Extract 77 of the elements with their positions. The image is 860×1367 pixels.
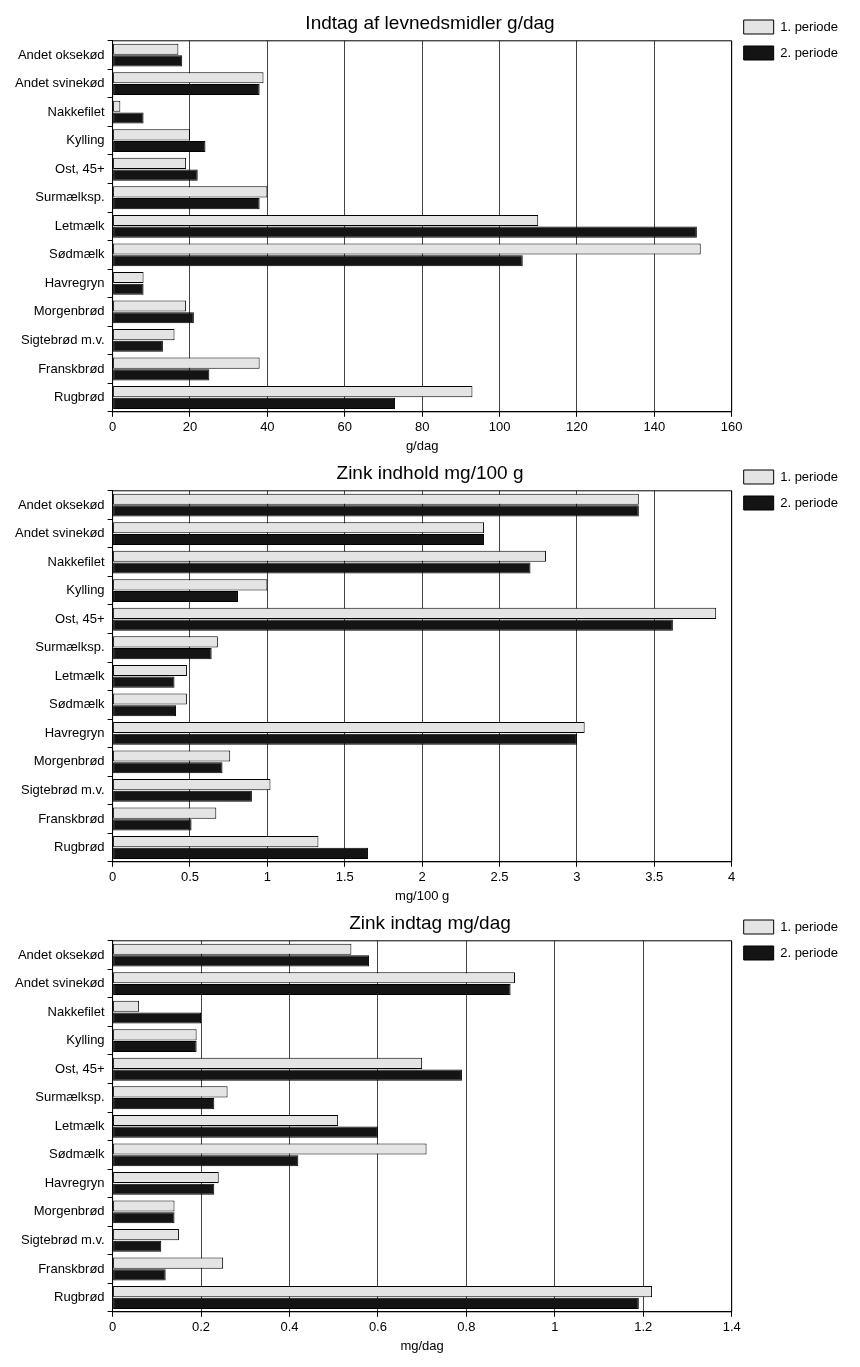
y-tick-label: Ost, 45+ — [55, 160, 105, 176]
x-axis-title: mg/100 g — [395, 887, 450, 903]
chart-title: Zink indtag mg/dag — [349, 911, 511, 933]
y-tick-label: Havregryn — [44, 274, 105, 290]
x-tick-label: 3 — [573, 869, 581, 885]
x-tick-label: 160 — [720, 419, 743, 435]
chart-title: Indtag af levnedsmidler g/dag — [305, 11, 555, 33]
y-tick-label: Surmælksp. — [35, 189, 105, 205]
y-tick-label: Andet svinekød — [14, 75, 105, 91]
x-tick-label: 1.4 — [722, 1319, 741, 1335]
x-axis-title: g/dag — [405, 437, 439, 453]
y-tick-label: Surmælksp. — [35, 639, 105, 655]
y-tick-label: Havregryn — [44, 1174, 105, 1190]
x-tick-label: 40 — [260, 419, 275, 435]
x-tick-label: 1.5 — [335, 869, 354, 885]
x-tick-label: 60 — [337, 419, 352, 435]
x-tick-label: 0 — [108, 1319, 117, 1335]
y-tick-label: Morgenbrød — [33, 303, 105, 319]
chart-title: Zink indhold mg/100 g — [336, 461, 524, 483]
legend-label: 1. periode — [780, 18, 839, 34]
x-tick-label: 20 — [182, 419, 198, 435]
y-tick-label: Rugbrød — [54, 389, 105, 405]
y-tick-label: Nakkefilet — [47, 1003, 105, 1019]
y-tick-label: Sødmælk — [48, 696, 106, 712]
y-tick-label: Andet svinekød — [14, 525, 105, 541]
x-tick-label: 100 — [488, 419, 511, 435]
y-tick-label: Andet oksekød — [17, 946, 105, 962]
y-tick-label: Nakkefilet — [47, 553, 105, 569]
x-tick-label: 120 — [566, 419, 588, 435]
x-tick-label: 2.5 — [490, 869, 509, 885]
y-tick-label: Rugbrød — [54, 839, 105, 855]
y-tick-label: Letmælk — [54, 1117, 106, 1133]
legend-label: 2. periode — [780, 944, 839, 960]
y-tick-label: Rugbrød — [54, 1289, 105, 1305]
x-axis-title: mg/dag — [400, 1337, 444, 1353]
y-tick-label: Surmælksp. — [35, 1089, 105, 1105]
y-tick-label: Sigtebrød m.v. — [21, 1232, 105, 1248]
x-tick-label: 140 — [643, 419, 666, 435]
legend-label: 2. periode — [780, 44, 839, 60]
x-tick-label: 4 — [728, 869, 736, 885]
y-tick-label: Sigtebrød m.v. — [21, 782, 105, 798]
y-tick-label: Kylling — [66, 1032, 105, 1048]
y-tick-label: Morgenbrød — [33, 1203, 105, 1219]
y-tick-label: Havregryn — [44, 724, 105, 740]
y-tick-label: Sødmælk — [48, 1146, 106, 1162]
y-tick-label: Franskbrød — [38, 810, 105, 826]
x-tick-label: 0 — [108, 869, 117, 885]
y-tick-label: Sigtebrød m.v. — [21, 332, 105, 348]
y-tick-label: Morgenbrød — [33, 753, 105, 769]
y-tick-label: Franskbrød — [38, 1260, 105, 1276]
y-tick-label: Kylling — [66, 132, 105, 148]
x-tick-label: 1 — [551, 1319, 559, 1335]
y-tick-label: Nakkefilet — [47, 103, 105, 119]
y-tick-label: Andet oksekød — [17, 46, 105, 62]
legend-label: 1. periode — [780, 918, 839, 934]
y-tick-label: Letmælk — [54, 667, 106, 683]
legend-label: 2. periode — [780, 494, 839, 510]
x-tick-label: 0.5 — [180, 869, 200, 885]
y-tick-label: Andet svinekød — [14, 975, 105, 991]
x-tick-label: 1.2 — [634, 1319, 653, 1335]
y-tick-label: Sødmælk — [48, 246, 106, 262]
x-tick-label: 1 — [263, 869, 271, 885]
y-tick-label: Franskbrød — [38, 360, 105, 376]
x-tick-label: 0 — [108, 419, 117, 435]
y-tick-label: Ost, 45+ — [55, 1060, 105, 1076]
legend-label: 1. periode — [780, 468, 839, 484]
y-tick-label: Ost, 45+ — [55, 610, 105, 626]
x-tick-label: 0.6 — [368, 1319, 387, 1335]
x-tick-label: 0.2 — [192, 1319, 211, 1335]
y-tick-label: Andet oksekød — [17, 496, 105, 512]
x-tick-label: 0.4 — [280, 1319, 299, 1335]
x-tick-label: 80 — [414, 419, 430, 435]
y-tick-label: Letmælk — [54, 217, 106, 233]
x-tick-label: 3.5 — [645, 869, 664, 885]
x-tick-label: 0.8 — [457, 1319, 476, 1335]
y-tick-label: Kylling — [66, 582, 105, 598]
x-tick-label: 2 — [418, 869, 426, 885]
